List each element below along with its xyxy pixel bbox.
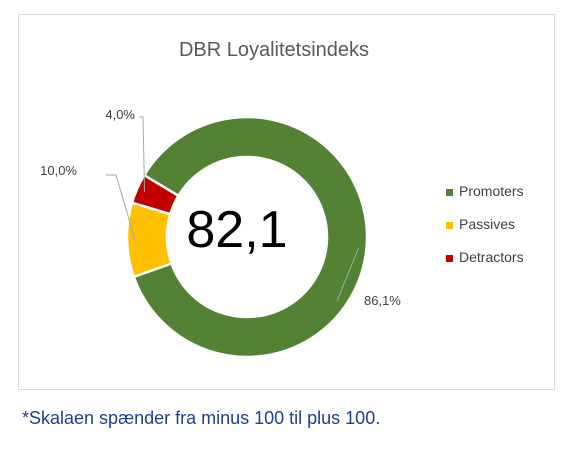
data-labels: 86,1% 10,0% 4,0% xyxy=(40,107,401,308)
legend: Promoters Passives Detractors xyxy=(446,183,524,265)
legend-label-promoters: Promoters xyxy=(459,183,524,199)
leader-line-passives xyxy=(106,174,136,240)
slice-detractors xyxy=(130,173,181,216)
leader-line-promoters xyxy=(336,248,359,302)
slice-passives xyxy=(125,201,174,279)
donut-chart: DBR Loyalitetsindeks 86,1% 10,0% 4,0% 82,1… xyxy=(40,39,524,359)
data-label-detractors: 4,0% xyxy=(105,107,135,122)
legend-label-detractors: Detractors xyxy=(459,249,524,265)
footnote: *Skalaen spænder fra minus 100 til plus … xyxy=(22,408,381,428)
data-label-passives: 10,0% xyxy=(40,163,77,178)
legend-swatch-detractors xyxy=(446,255,453,262)
data-label-promoters: 86,1% xyxy=(364,293,401,308)
chart-title: DBR Loyalitetsindeks xyxy=(179,39,369,61)
center-score: 82,1 xyxy=(186,201,287,259)
donut-slices xyxy=(125,115,369,359)
leader-line-detractors xyxy=(139,116,146,192)
legend-label-passives: Passives xyxy=(459,216,515,232)
legend-swatch-promoters xyxy=(446,189,453,196)
leader-lines xyxy=(106,116,359,302)
chart-container: DBR Loyalitetsindeks 86,1% 10,0% 4,0% 82,1… xyxy=(18,14,555,390)
slice-promoters xyxy=(132,115,369,359)
legend-swatch-passives xyxy=(446,222,453,229)
